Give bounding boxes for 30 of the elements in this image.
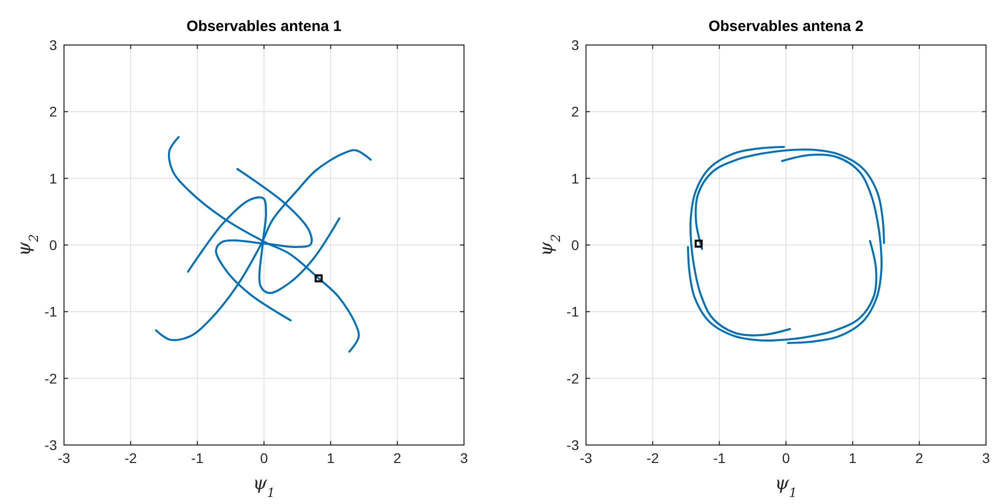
x-tick-label: -1 (191, 450, 204, 466)
x-axis-title: ψ$_{1}$ (252, 473, 276, 500)
y-tick-label: 0 (571, 237, 580, 253)
chart-title: Observables antena 1 (186, 18, 342, 35)
x-tick-label: 0 (260, 450, 268, 466)
x-tick-label: 2 (915, 450, 924, 466)
x-tick-label: 3 (982, 450, 990, 466)
chart-title: Observables antena 2 (708, 18, 864, 35)
x-tick-label: 3 (460, 450, 468, 466)
y-tick-label: 1 (49, 170, 58, 186)
y-tick-label: 3 (571, 37, 580, 53)
x-tick-label: -2 (124, 450, 138, 466)
x-tick-label: 0 (782, 450, 790, 466)
x-tick-label: -2 (646, 450, 660, 466)
y-tick-label: 2 (49, 104, 58, 120)
y-tick-label: -1 (566, 304, 580, 320)
x-axis-title: ψ$_{1}$ (774, 473, 798, 500)
x-tick-label: 2 (393, 450, 402, 466)
x-tick-label: -1 (713, 450, 726, 466)
y-tick-label: 2 (571, 104, 580, 120)
y-tick-label: -3 (44, 437, 58, 453)
y-tick-label: 1 (571, 170, 580, 186)
y-tick-label: -3 (566, 437, 580, 453)
y-tick-label: 0 (49, 237, 58, 253)
x-tick-label: 1 (326, 450, 335, 466)
y-tick-label: 3 (49, 37, 58, 53)
y-tick-label: -2 (44, 370, 58, 386)
y-tick-label: -2 (566, 370, 580, 386)
x-tick-label: 1 (848, 450, 857, 466)
y-tick-label: -1 (44, 304, 58, 320)
